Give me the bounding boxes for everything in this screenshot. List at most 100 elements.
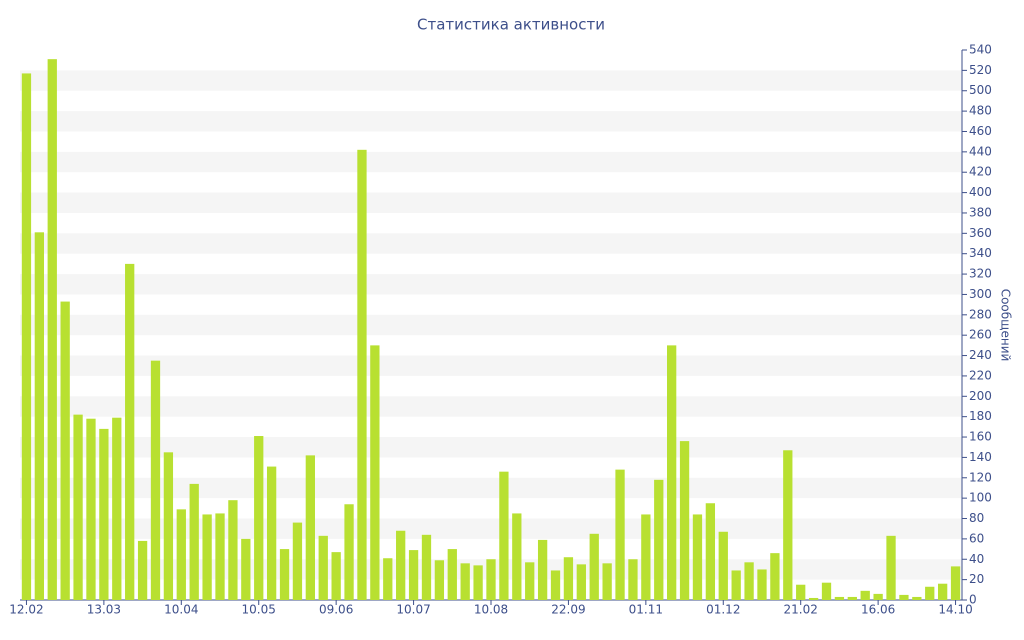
bar xyxy=(34,232,45,600)
bar xyxy=(241,538,251,600)
y-tick-label: 160 xyxy=(969,430,992,444)
y-tick-label: 540 xyxy=(969,43,992,57)
x-tick-label: 09.06 xyxy=(319,603,353,617)
bar xyxy=(628,559,638,600)
y-tick-label: 360 xyxy=(969,226,992,240)
bar xyxy=(396,530,406,600)
bar xyxy=(873,593,883,600)
x-tick-label: 01.11 xyxy=(629,603,663,617)
y-tick-label: 440 xyxy=(969,144,992,158)
x-tick-label: 10.07 xyxy=(396,603,430,617)
bar xyxy=(576,564,586,600)
x-tick-label: 21.02 xyxy=(784,603,818,617)
bar xyxy=(796,584,806,600)
x-tick-label: 14.10 xyxy=(938,603,972,617)
bar xyxy=(692,514,703,600)
y-tick-label: 460 xyxy=(969,124,992,138)
bar xyxy=(770,553,780,600)
bar xyxy=(318,535,328,600)
bar xyxy=(305,455,315,600)
bar xyxy=(460,563,470,600)
bar xyxy=(615,469,625,600)
bar xyxy=(537,539,548,600)
grid-band xyxy=(20,111,962,132)
y-tick-label: 100 xyxy=(969,491,992,505)
bar xyxy=(357,149,367,600)
y-tick-label: 400 xyxy=(969,185,992,199)
y-tick-label: 320 xyxy=(969,267,992,281)
bar xyxy=(667,345,677,600)
y-tick-label: 40 xyxy=(969,552,984,566)
y-tick-label: 200 xyxy=(969,389,992,403)
grid-band xyxy=(20,355,962,376)
y-tick-label: 180 xyxy=(969,409,992,423)
y-tick-label: 500 xyxy=(969,83,992,97)
bar xyxy=(137,540,148,600)
bar xyxy=(21,73,32,601)
bar xyxy=(279,549,290,600)
bar xyxy=(370,345,380,600)
bar xyxy=(705,503,716,600)
bar xyxy=(847,596,857,600)
grid-band xyxy=(20,314,962,336)
bar xyxy=(731,570,741,600)
y-tick-label: 480 xyxy=(969,104,992,118)
bar xyxy=(525,562,535,600)
bar xyxy=(783,450,793,600)
bar xyxy=(60,301,70,600)
bar xyxy=(383,558,393,600)
x-tick-label: 10.05 xyxy=(242,603,276,617)
grid-band xyxy=(20,437,962,458)
bar xyxy=(176,509,186,600)
bar xyxy=(486,559,496,600)
x-tick-label: 16.06 xyxy=(861,603,895,617)
y-tick-label: 280 xyxy=(969,307,992,321)
bar xyxy=(189,483,199,600)
bar xyxy=(421,534,432,600)
bar xyxy=(344,504,354,600)
grid-band xyxy=(20,518,962,539)
bar xyxy=(254,436,264,600)
bar xyxy=(215,513,225,600)
x-tick-label: 12.02 xyxy=(9,603,43,617)
y-tick-label: 260 xyxy=(969,328,992,342)
bar xyxy=(512,513,522,600)
bar xyxy=(447,549,457,600)
x-tick-label: 10.04 xyxy=(164,603,198,617)
bar xyxy=(912,596,922,600)
bar xyxy=(744,562,754,600)
grid-band xyxy=(20,396,962,417)
grid-band xyxy=(20,274,962,295)
y-tick-label: 60 xyxy=(969,531,984,545)
grid-band xyxy=(20,70,962,91)
bar xyxy=(99,428,109,600)
bar xyxy=(602,563,612,600)
y-tick-label: 120 xyxy=(969,470,992,484)
bar xyxy=(408,550,419,600)
bar xyxy=(589,533,599,600)
y-tick-label: 420 xyxy=(969,165,992,179)
y-tick-label: 380 xyxy=(969,205,992,219)
bar xyxy=(937,583,948,600)
bar xyxy=(266,466,277,600)
bar xyxy=(808,597,819,600)
bar xyxy=(228,500,238,600)
bar xyxy=(292,522,303,600)
bar xyxy=(925,586,935,600)
grid-band xyxy=(20,477,962,499)
bar xyxy=(331,552,341,600)
bar xyxy=(886,535,896,600)
bar xyxy=(86,418,96,600)
bar xyxy=(718,531,728,600)
bar xyxy=(73,414,83,600)
y-tick-label: 300 xyxy=(969,287,992,301)
bar xyxy=(654,479,664,600)
y-tick-label: 20 xyxy=(969,572,984,586)
x-tick-label: 01.12 xyxy=(706,603,740,617)
y-tick-label: 0 xyxy=(969,593,977,607)
grid-band xyxy=(20,151,962,173)
y-tick-label: 340 xyxy=(969,246,992,260)
y-tick-label: 520 xyxy=(969,63,992,77)
bar xyxy=(679,441,690,600)
